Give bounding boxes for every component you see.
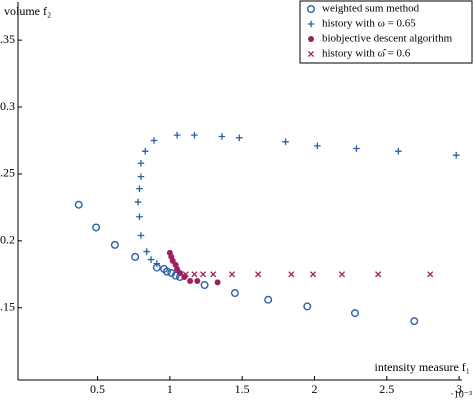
y-tick-label: 0.3 — [0, 99, 15, 113]
x-tick-label: 1 — [167, 382, 173, 396]
point — [235, 134, 243, 142]
legend-label: history with ω = 0.65 — [322, 18, 416, 30]
point — [395, 147, 402, 155]
point — [200, 271, 207, 278]
point — [264, 295, 273, 304]
point — [210, 271, 217, 278]
point — [162, 267, 171, 276]
x-axis-label: intensity measure f₁ — [375, 360, 471, 374]
x-tick-label: 1.5 — [235, 382, 250, 396]
point — [74, 200, 83, 209]
point — [191, 271, 198, 278]
legend-box — [299, 0, 473, 64]
point — [134, 198, 142, 206]
point — [308, 36, 314, 42]
point — [353, 145, 360, 152]
point — [307, 20, 315, 28]
point — [131, 252, 140, 261]
legend-label: biobjective descent algorithm — [322, 33, 453, 45]
legend-label: weighted sum method — [322, 3, 420, 15]
point — [141, 147, 149, 155]
point — [255, 271, 262, 278]
point — [153, 260, 161, 267]
point — [137, 159, 145, 167]
y-tick-label: 0.15 — [0, 299, 15, 313]
point — [218, 133, 226, 140]
x-tick-label: 3 — [456, 382, 462, 396]
y-tick-label: 0.2 — [0, 233, 15, 247]
point — [137, 173, 145, 180]
point — [194, 277, 201, 284]
y-axis-label: volume f₂ — [4, 4, 51, 18]
point — [303, 302, 312, 311]
point — [338, 271, 346, 278]
point — [282, 138, 289, 146]
point — [143, 248, 151, 255]
point — [173, 131, 181, 139]
point — [137, 232, 145, 239]
point — [350, 309, 359, 318]
point — [191, 131, 198, 139]
point — [136, 213, 143, 221]
point — [176, 269, 183, 276]
point — [307, 4, 316, 13]
x-tick-label: 0.5 — [90, 382, 105, 396]
x-tick-label: 2.5 — [379, 382, 394, 396]
point — [92, 223, 101, 232]
point — [150, 137, 158, 144]
point — [182, 271, 189, 278]
point — [214, 279, 221, 286]
point — [314, 142, 321, 150]
y-tick-label: 0.25 — [0, 166, 15, 180]
point — [307, 50, 315, 58]
legend-label: history with ω̂ = 0.6 — [322, 48, 411, 60]
point — [309, 271, 317, 278]
point — [228, 271, 236, 278]
point — [230, 289, 239, 298]
point — [187, 277, 194, 284]
point — [110, 240, 119, 249]
point — [427, 271, 434, 278]
point — [136, 185, 143, 192]
point — [452, 151, 460, 159]
point — [147, 256, 155, 263]
x-multiplier: ·10⁻³ — [450, 389, 472, 400]
point — [200, 281, 209, 290]
x-tick-label: 2 — [311, 382, 317, 396]
point — [288, 271, 295, 278]
point — [410, 317, 419, 326]
y-tick-label: 0.35 — [0, 32, 15, 46]
point — [181, 273, 188, 280]
point — [375, 271, 382, 278]
